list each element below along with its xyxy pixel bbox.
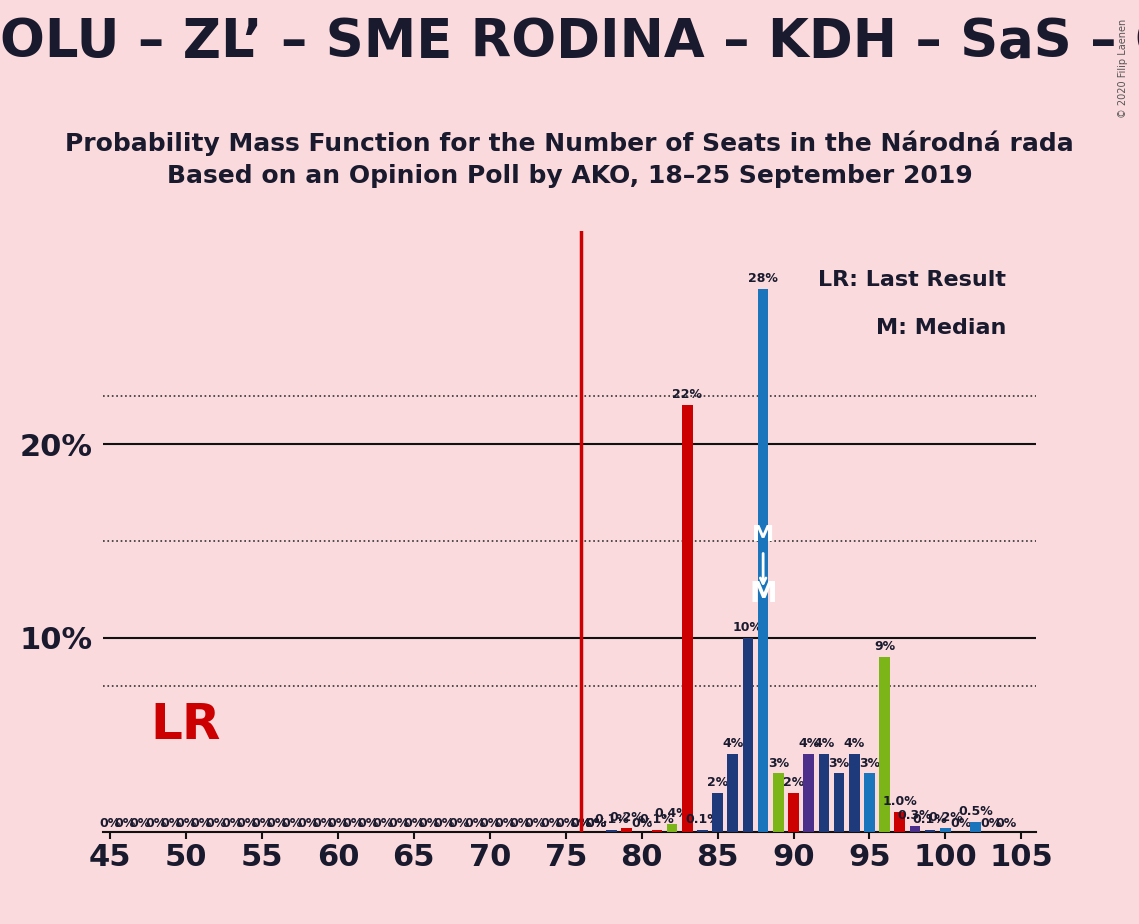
Text: 0%: 0% [950,817,972,830]
Bar [925,830,935,832]
Text: Probability Mass Function for the Number of Seats in the Národná rada: Probability Mass Function for the Number… [65,130,1074,156]
Bar [819,754,829,832]
Text: 0.1%: 0.1% [639,813,674,826]
Bar [712,793,723,832]
Text: 0.1%: 0.1% [912,813,948,826]
Text: 0%: 0% [343,817,363,830]
Text: 0%: 0% [372,817,394,830]
Bar [773,773,784,832]
Text: 0%: 0% [221,817,243,830]
Bar [697,830,707,832]
Text: 4%: 4% [722,737,744,750]
Text: 4%: 4% [844,737,865,750]
Bar [894,812,906,832]
Text: 0%: 0% [161,817,181,830]
Bar [970,822,981,832]
Text: 0%: 0% [130,817,151,830]
Text: 4%: 4% [798,737,819,750]
Text: 3%: 3% [828,757,850,770]
Text: OLU – ZL’ – SME RODINA – KDH – SaS – OL’aNO – SMK: OLU – ZL’ – SME RODINA – KDH – SaS – OL’… [0,16,1139,67]
Text: 0%: 0% [995,817,1017,830]
Text: 0%: 0% [571,817,591,830]
Text: 3%: 3% [859,757,880,770]
Text: Based on an Opinion Poll by AKO, 18–25 September 2019: Based on an Opinion Poll by AKO, 18–25 S… [166,164,973,188]
Bar [606,830,616,832]
Text: 0.2%: 0.2% [609,811,644,824]
Text: 0.2%: 0.2% [928,811,962,824]
Text: 0%: 0% [449,817,470,830]
Text: 2%: 2% [707,776,728,789]
Text: 2%: 2% [782,776,804,789]
Bar [621,828,632,832]
Bar [940,828,951,832]
Text: 9%: 9% [874,640,895,653]
Text: 0%: 0% [540,817,562,830]
Bar [879,657,890,832]
Text: 0%: 0% [190,817,212,830]
Text: 0%: 0% [99,817,121,830]
Bar [728,754,738,832]
Bar [910,826,920,832]
Text: 10%: 10% [732,621,763,634]
Text: 0%: 0% [281,817,303,830]
Text: 0%: 0% [403,817,425,830]
Text: LR: Last Result: LR: Last Result [818,270,1006,290]
Text: M: M [749,579,777,608]
Bar [666,824,678,832]
Text: 0%: 0% [525,817,546,830]
Text: 0%: 0% [571,817,591,830]
Text: 0.3%: 0.3% [898,808,933,822]
Bar [849,754,860,832]
Text: M: Median: M: Median [876,318,1006,338]
Text: © 2020 Filip Laenen: © 2020 Filip Laenen [1117,18,1128,117]
Text: 0%: 0% [585,817,607,830]
Text: 0.5%: 0.5% [958,805,993,818]
Bar [865,773,875,832]
Text: 0%: 0% [418,817,440,830]
Bar [834,773,844,832]
Text: 0%: 0% [145,817,166,830]
Text: 0%: 0% [509,817,531,830]
Text: M: M [752,525,775,545]
Text: 1.0%: 1.0% [883,796,917,808]
Text: 0%: 0% [494,817,516,830]
Bar [803,754,814,832]
Bar [652,830,662,832]
Bar [757,289,769,832]
Text: 0%: 0% [358,817,379,830]
Bar [788,793,798,832]
Text: 3%: 3% [768,757,789,770]
Text: 0.1%: 0.1% [685,813,720,826]
Text: 0%: 0% [585,817,607,830]
Text: 0%: 0% [631,817,653,830]
Text: LR: LR [150,701,221,749]
Bar [743,638,753,832]
Text: 28%: 28% [748,273,778,286]
Text: 0%: 0% [297,817,318,830]
Text: 0%: 0% [464,817,485,830]
Text: 0.1%: 0.1% [593,813,629,826]
Text: 0%: 0% [480,817,500,830]
Text: 0%: 0% [434,817,454,830]
Text: 0%: 0% [267,817,288,830]
Text: 0%: 0% [252,817,272,830]
Text: 0%: 0% [175,817,197,830]
Text: 0%: 0% [981,817,1001,830]
Text: 4%: 4% [813,737,835,750]
Text: 0%: 0% [312,817,334,830]
Bar [682,406,693,832]
Text: 0%: 0% [388,817,409,830]
Text: 22%: 22% [672,388,703,402]
Text: 0%: 0% [236,817,257,830]
Text: 0%: 0% [206,817,227,830]
Text: 0%: 0% [115,817,136,830]
Text: 0.4%: 0.4% [655,807,689,820]
Text: 0%: 0% [327,817,349,830]
Text: 0%: 0% [555,817,576,830]
